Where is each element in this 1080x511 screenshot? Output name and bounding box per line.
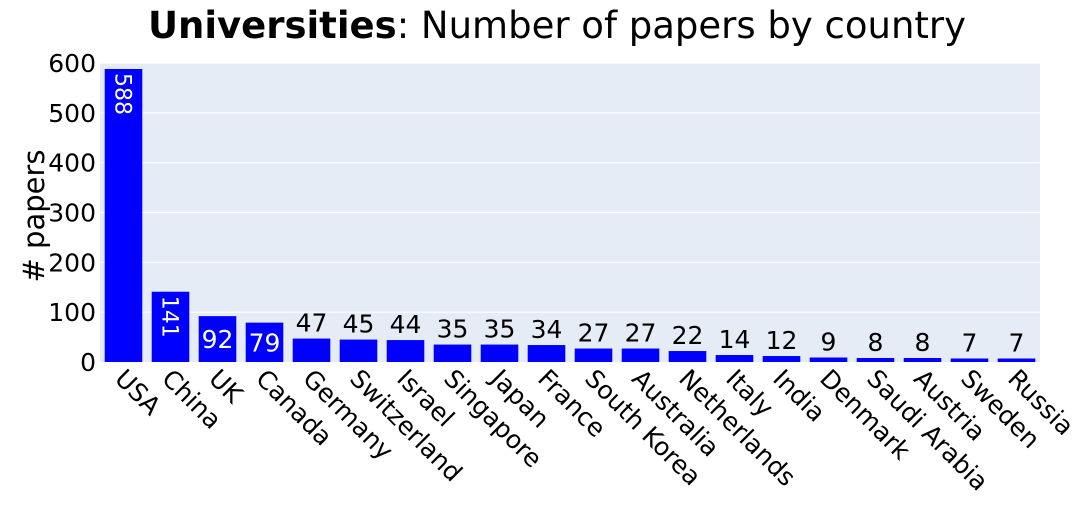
- bar-value-label: 9: [821, 328, 837, 357]
- bar-france: [527, 345, 566, 362]
- bar-value-label: 92: [202, 325, 234, 354]
- bar-value-label: 12: [766, 326, 798, 355]
- bar-saudi-arabia: [856, 358, 895, 362]
- chart-title-rest: : Number of papers by country: [397, 4, 966, 47]
- bar-germany: [292, 338, 331, 362]
- bar-value-label: 35: [437, 315, 469, 344]
- bar-netherlands: [668, 351, 707, 362]
- bar-uk: [198, 316, 237, 362]
- bar-value-label: 22: [672, 321, 704, 350]
- bar-japan: [480, 344, 519, 362]
- bar-sweden: [950, 358, 989, 362]
- bar-canada: [245, 322, 284, 362]
- bar-switzerland: [339, 339, 378, 362]
- chart-title-bold: Universities: [148, 4, 397, 47]
- plot-area: 0100200300400500600588USA141China92UK79C…: [48, 49, 1079, 496]
- bar-australia: [621, 348, 660, 362]
- bar-south-korea: [574, 348, 613, 362]
- bar-value-label: 27: [625, 319, 657, 348]
- bar-russia: [997, 358, 1036, 362]
- bar-value-label: 141: [157, 296, 182, 338]
- bar-usa: [104, 68, 143, 362]
- bar-value-label: 8: [915, 328, 931, 357]
- bar-value-label: 27: [578, 319, 610, 348]
- y-tick-label: 400: [48, 149, 96, 178]
- bar-china: [151, 291, 190, 362]
- bar-value-label: 7: [962, 329, 978, 358]
- y-tick-label: 200: [48, 248, 96, 277]
- y-tick-label: 600: [48, 49, 96, 78]
- x-tick-label: India: [767, 364, 831, 428]
- y-tick-label: 500: [48, 99, 96, 128]
- bar-israel: [386, 340, 425, 362]
- bar-value-label: 35: [484, 315, 516, 344]
- bar-austria: [903, 358, 942, 362]
- bar-value-label: 7: [1009, 329, 1025, 358]
- bar-singapore: [433, 344, 472, 362]
- bar-value-label: 79: [249, 328, 281, 357]
- bar-value-label: 8: [868, 328, 884, 357]
- bar-value-label: 45: [343, 310, 375, 339]
- bar-value-label: 34: [531, 315, 563, 344]
- y-tick-label: 300: [48, 199, 96, 228]
- chart-title: Universities: Number of papers by countr…: [148, 4, 966, 47]
- y-tick-label: 0: [80, 348, 96, 377]
- bar-india: [762, 356, 801, 362]
- bar-italy: [715, 355, 754, 362]
- bar-value-label: 14: [719, 325, 751, 354]
- bar-value-label: 588: [110, 73, 135, 115]
- bar-denmark: [809, 357, 848, 362]
- bar-value-label: 44: [390, 310, 422, 339]
- y-axis-label: # papers: [17, 150, 51, 283]
- y-tick-label: 100: [48, 298, 96, 327]
- bar-value-label: 47: [296, 309, 328, 338]
- x-tick-label: USA: [109, 364, 166, 421]
